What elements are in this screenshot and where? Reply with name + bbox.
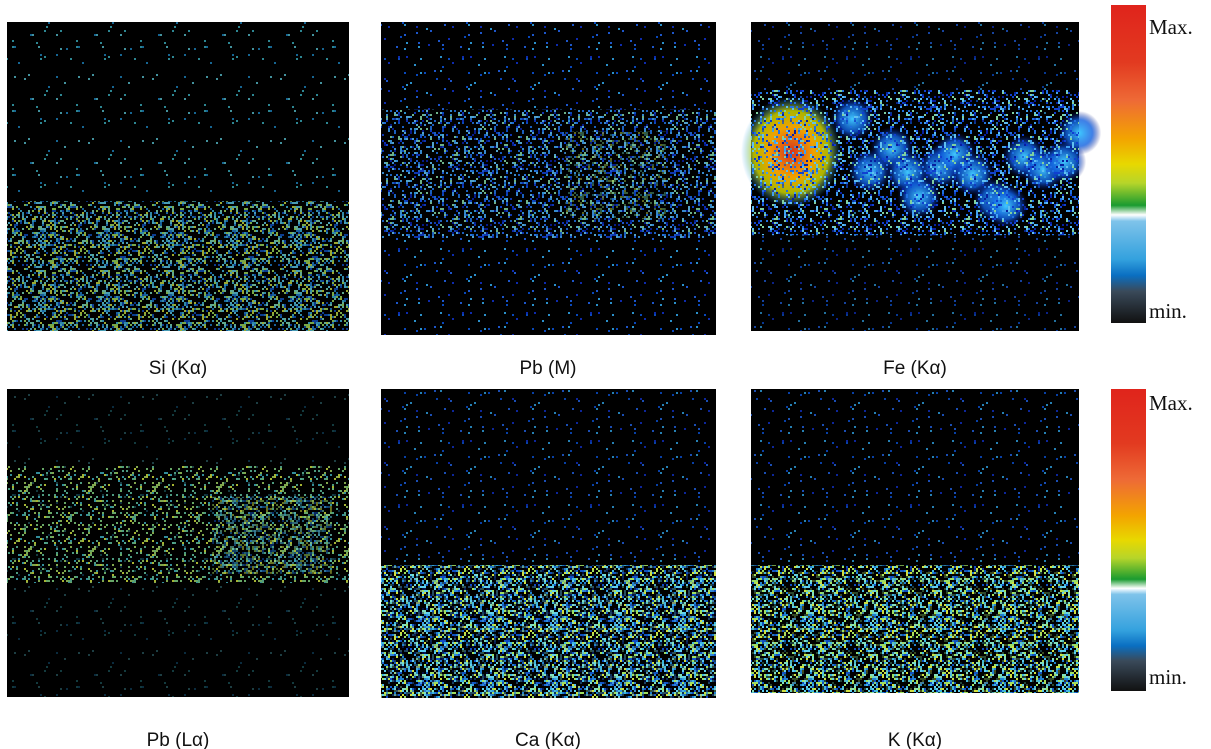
map-signal — [565, 131, 666, 220]
element-map — [7, 389, 349, 697]
map-signal — [381, 565, 716, 698]
panel-label: Pb (M) — [520, 358, 577, 379]
map-signal — [381, 389, 716, 569]
map-signal — [7, 22, 349, 192]
panel-label: Ca (Kα) — [515, 730, 581, 749]
panel-label: Fe (Kα) — [883, 358, 947, 379]
colorbar — [1111, 5, 1146, 323]
panel-label: Pb (Lα) — [147, 730, 210, 749]
map-signal — [751, 571, 1079, 693]
element-map — [381, 389, 716, 698]
colorbar-min: min. — [1149, 665, 1187, 689]
element-map — [751, 389, 1079, 693]
element-map — [381, 22, 716, 335]
panel-label: Si (Kα) — [149, 358, 207, 379]
colorbar-max: Max. — [1149, 391, 1193, 415]
map-signal — [7, 201, 349, 331]
colorbar — [1111, 389, 1146, 691]
panels — [7, 22, 1102, 698]
map-signal — [212, 496, 332, 574]
colorbar-max: Max. — [1149, 15, 1193, 39]
map-signal — [751, 89, 1079, 236]
element-map — [7, 22, 349, 331]
map-signal — [751, 389, 1079, 572]
panel-label: K (Kα) — [888, 730, 942, 749]
colorbar-min: min. — [1149, 299, 1187, 323]
element-map — [741, 22, 1102, 331]
